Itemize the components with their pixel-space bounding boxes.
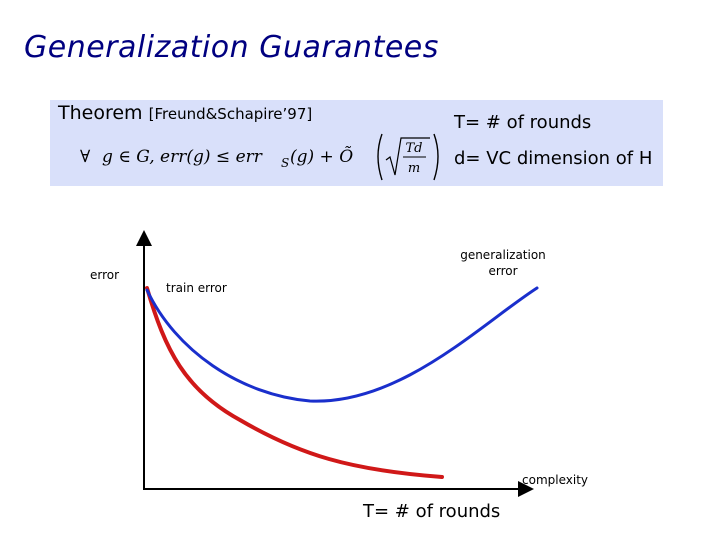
generalization-error-label: generalization error [448, 247, 558, 279]
formula-lhs: g ∈ G, err(g) ≤ err [102, 147, 263, 167]
train-error-label: train error [166, 281, 227, 295]
y-axis-label: error [90, 268, 120, 282]
theorem-heading: Theorem [Freund&Schapire’97] [58, 102, 312, 124]
generalization-label-line1: generalization [460, 248, 546, 262]
fraction-denominator: m [408, 161, 420, 176]
forall-symbol: ∀ [80, 147, 91, 167]
rounds-definition: T= # of rounds [454, 112, 592, 133]
vc-dimension-definition: d= VC dimension of H [454, 148, 653, 169]
left-paren [377, 133, 383, 181]
formula-subscript: S [281, 156, 289, 170]
theorem-label: Theorem [58, 102, 143, 124]
x-axis-label: complexity [522, 473, 588, 487]
formula-rhs: (g) + Õ [290, 146, 353, 167]
slide-title: Generalization Guarantees [24, 30, 439, 65]
right-paren [433, 133, 439, 181]
generalization-error-curve [145, 286, 539, 403]
theorem-box: Theorem [Freund&Schapire’97] ∀ g ∈ G, er… [50, 100, 663, 186]
fraction-numerator: Td [406, 141, 423, 156]
generalization-label-line2: error [488, 264, 518, 278]
sqrt-sign [385, 137, 430, 176]
rounds-axis-caption: T= # of rounds [363, 501, 501, 522]
theorem-citation: [Freund&Schapire’97] [148, 105, 313, 123]
train-error-curve [145, 286, 444, 479]
bound-formula: ∀ g ∈ G, err(g) ≤ err S (g) + Õ Td m [80, 133, 439, 181]
